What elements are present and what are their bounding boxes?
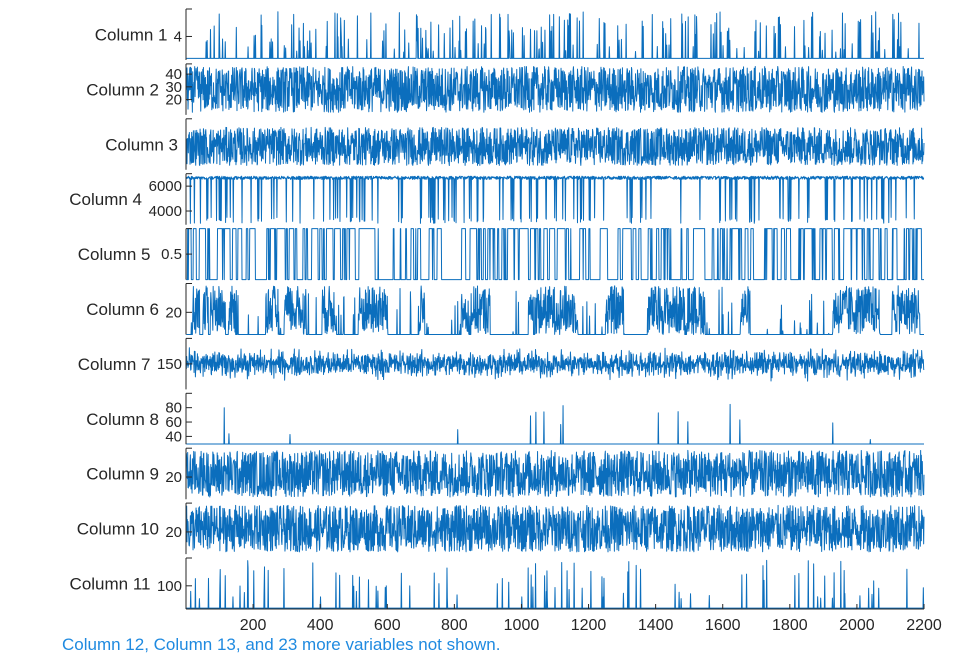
y-tick-label: 4	[174, 28, 182, 45]
panel-label: Column 1	[95, 26, 168, 45]
panel-6: 20 Column 6	[86, 283, 925, 335]
y-tick-label: 100	[157, 578, 182, 595]
panel-label: Column 11	[70, 575, 151, 594]
panel-4: 4000 6000 Column 4	[69, 173, 925, 225]
y-tick-label: 40	[165, 428, 182, 445]
y-tick-label: 20	[165, 92, 182, 109]
panel-label: Column 9	[86, 465, 159, 484]
series-line-11	[186, 559, 925, 609]
x-tick-label: 400	[307, 617, 334, 634]
series-line-10	[185, 504, 925, 553]
y-tick-label: 6000	[149, 178, 182, 195]
y-tick-label: 80	[165, 400, 182, 417]
y-tick-label: 0.5	[161, 246, 182, 263]
panel-label: Column 8	[86, 410, 159, 429]
panel-10: 20 Column 10	[77, 502, 925, 555]
panel-label: Column 5	[78, 245, 151, 264]
panel-label: Column 7	[78, 355, 151, 374]
y-tick-label: 20	[165, 304, 182, 321]
panel-label: Column 6	[86, 300, 159, 319]
series-line-6	[186, 285, 925, 335]
x-tick-label: 600	[374, 617, 401, 634]
series-line-5	[186, 228, 925, 281]
panel-label: Column 10	[77, 520, 159, 539]
x-tick-label: 1400	[638, 617, 674, 634]
panel-label: Column 4	[69, 190, 142, 209]
x-tick-label: 200	[240, 617, 267, 634]
series-line-1	[186, 11, 925, 59]
x-tick-label: 1000	[504, 617, 540, 634]
x-tick-label: 2200	[906, 617, 942, 634]
y-tick-label: 150	[157, 356, 182, 373]
series-line-2	[185, 65, 925, 113]
series-line-9	[185, 449, 925, 498]
panel-7: 150 Column 7	[78, 337, 925, 390]
panel-11: 100 Column 11	[70, 557, 925, 609]
series-line-4	[185, 175, 925, 224]
y-tick-label: 20	[165, 469, 182, 486]
x-tick-label: 1600	[705, 617, 741, 634]
y-tick-label: 60	[165, 414, 182, 431]
panel-3: Column 3	[105, 118, 925, 170]
panel-9: 20 Column 9	[86, 447, 925, 500]
x-tick-label: 2000	[839, 617, 875, 634]
panel-1: 4 Column 1	[95, 8, 925, 60]
panel-5: 0.5 Column 5	[78, 228, 925, 281]
panel-label: Column 2	[86, 80, 159, 99]
x-tick-label: 1200	[571, 617, 607, 634]
hidden-variables-note: Column 12, Column 13, and 23 more variab…	[62, 635, 500, 654]
y-tick-label: 40	[165, 66, 182, 83]
x-tick-label: 800	[441, 617, 468, 634]
x-tick-label: 1800	[772, 617, 808, 634]
x-axis: 200 400 600 800 1000 1200 1400 1600 1800 2000 2200	[186, 604, 942, 634]
y-tick-label: 30	[165, 79, 182, 96]
panel-label: Column 3	[105, 135, 178, 154]
y-tick-label: 4000	[149, 203, 182, 220]
series-line-7	[185, 347, 925, 382]
y-tick-label: 20	[165, 524, 182, 541]
series-line-8	[186, 403, 925, 445]
series-line-3	[185, 126, 925, 167]
